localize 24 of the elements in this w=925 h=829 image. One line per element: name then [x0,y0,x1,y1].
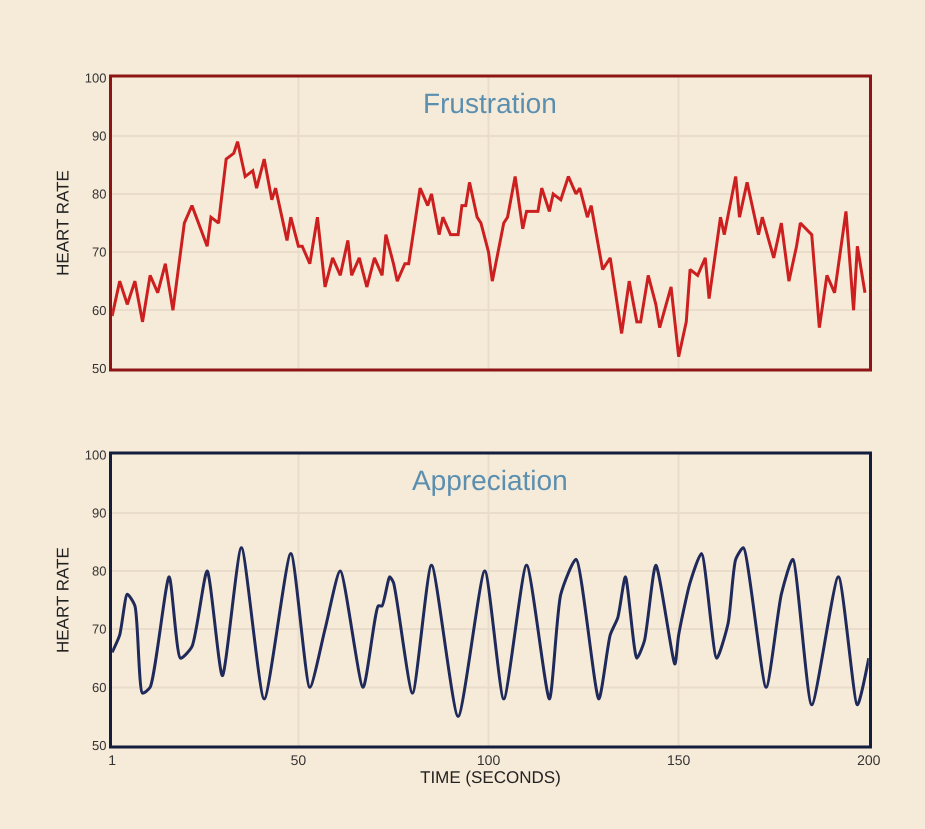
chart-title: Frustration [423,88,557,119]
y-axis-title: HEART RATE [53,170,72,276]
y-tick-label: 70 [92,244,106,260]
y-tick-label: 60 [92,302,106,318]
chart-title: Appreciation [412,465,568,496]
y-tick-label: 90 [92,128,106,144]
y-tick-label: 100 [84,447,106,462]
line-series [112,140,866,358]
y-tick-label: 50 [92,738,106,753]
x-tick-label: 1 [108,752,116,768]
x-axis-title: TIME (SECONDS) [420,768,561,788]
line-series [112,546,869,718]
y-tick-label: 80 [92,564,106,579]
y-axis-title: HEART RATE [53,547,72,653]
y-tick-label: 60 [92,680,106,695]
x-tick-label: 150 [666,752,691,768]
y-tick-label: 90 [92,505,106,520]
x-tick-label: 100 [476,752,500,768]
y-tick-label: 70 [92,622,106,637]
y-tick-label: 50 [92,360,106,376]
y-tick-label: 80 [92,186,106,202]
y-tick-label: 100 [84,70,106,86]
x-tick-label: 50 [290,752,306,768]
x-tick-label: 200 [857,752,881,768]
